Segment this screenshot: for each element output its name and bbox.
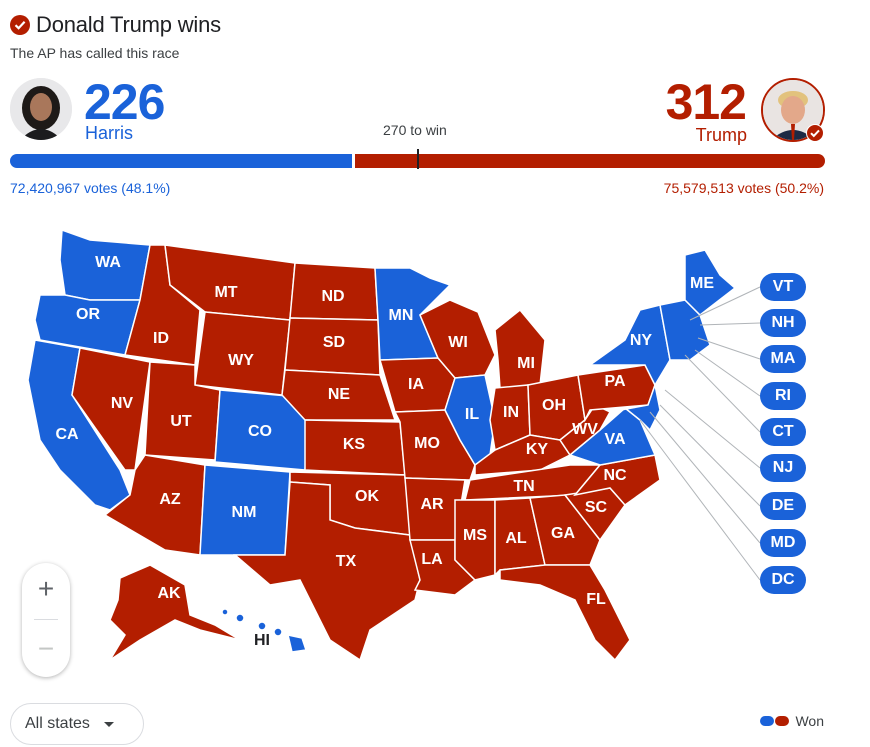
legend-label: Won bbox=[795, 713, 824, 729]
trump-avatar bbox=[761, 78, 825, 142]
state-md-de-nj[interactable] bbox=[609, 382, 661, 432]
pill-nj[interactable]: NJ bbox=[760, 454, 806, 482]
label-ca: CA bbox=[55, 426, 79, 443]
harris-electoral-votes: 226 bbox=[84, 74, 165, 130]
label-sd: SD bbox=[323, 334, 345, 351]
zoom-control: + − bbox=[22, 563, 70, 677]
label-ar: AR bbox=[420, 496, 444, 513]
label-mn: MN bbox=[389, 307, 414, 324]
pill-vt[interactable]: VT bbox=[760, 273, 806, 301]
threshold-label: 270 to win bbox=[383, 122, 447, 138]
label-nv: NV bbox=[111, 395, 134, 412]
label-il: IL bbox=[465, 406, 479, 423]
subtitle: The AP has called this race bbox=[10, 45, 180, 61]
label-id: ID bbox=[153, 330, 169, 347]
pill-ri[interactable]: RI bbox=[760, 382, 806, 410]
result-title: Donald Trump wins bbox=[10, 12, 221, 38]
harris-name: Harris bbox=[85, 123, 133, 143]
label-wi: WI bbox=[448, 334, 468, 351]
label-mt: MT bbox=[214, 284, 237, 301]
legend: Won bbox=[760, 713, 824, 729]
label-tx: TX bbox=[336, 553, 357, 570]
label-ok: OK bbox=[355, 488, 379, 505]
label-ut: UT bbox=[170, 413, 192, 430]
label-pa: PA bbox=[604, 373, 625, 390]
trump-bar bbox=[355, 154, 825, 168]
state-fl[interactable] bbox=[499, 564, 631, 662]
label-mo: MO bbox=[414, 435, 440, 452]
states-filter-dropdown[interactable]: All states bbox=[10, 703, 144, 745]
label-tn: TN bbox=[513, 478, 534, 495]
state-ne[interactable] bbox=[281, 369, 397, 421]
label-co: CO bbox=[248, 423, 272, 440]
zoom-out-button[interactable]: − bbox=[37, 633, 55, 664]
state-tx[interactable] bbox=[232, 481, 421, 662]
label-hi: HI bbox=[254, 632, 270, 649]
state-ak[interactable] bbox=[109, 564, 241, 661]
label-ny: NY bbox=[630, 332, 653, 349]
label-wy: WY bbox=[228, 352, 254, 369]
trump-popular-votes: 75,579,513 votes (50.2%) bbox=[663, 180, 824, 196]
zoom-in-button[interactable]: + bbox=[37, 573, 55, 604]
state-ms[interactable] bbox=[454, 499, 496, 581]
label-or: OR bbox=[76, 306, 100, 323]
label-ne: NE bbox=[328, 386, 351, 403]
label-ia: IA bbox=[408, 376, 424, 393]
threshold-marker bbox=[417, 149, 419, 169]
state-ga[interactable] bbox=[529, 494, 601, 566]
label-ks: KS bbox=[343, 436, 366, 453]
label-me: ME bbox=[690, 275, 714, 292]
harris-avatar bbox=[10, 78, 72, 140]
person-portrait-icon bbox=[10, 78, 72, 140]
label-ms: MS bbox=[463, 527, 487, 544]
legend-blue-swatch bbox=[760, 716, 775, 726]
chevron-down-icon bbox=[103, 721, 114, 727]
label-sc: SC bbox=[585, 499, 608, 516]
label-wv: WV bbox=[572, 421, 598, 438]
pill-ma[interactable]: MA bbox=[760, 345, 806, 373]
pill-md[interactable]: MD bbox=[760, 529, 806, 557]
label-nc: NC bbox=[603, 467, 627, 484]
harris-popular-votes: 72,420,967 votes (48.1%) bbox=[10, 180, 171, 196]
label-ga: GA bbox=[551, 525, 575, 542]
trump-electoral-votes: 312 bbox=[665, 74, 747, 130]
label-in: IN bbox=[503, 404, 519, 421]
pill-de[interactable]: DE bbox=[760, 492, 806, 520]
label-nd: ND bbox=[321, 288, 344, 305]
legend-red-swatch bbox=[775, 716, 790, 726]
label-ak: AK bbox=[157, 585, 181, 602]
states-filter-label: All states bbox=[25, 715, 90, 732]
state-wi[interactable] bbox=[419, 299, 496, 379]
label-wa: WA bbox=[95, 254, 121, 271]
state-me[interactable] bbox=[684, 249, 737, 316]
label-ky: KY bbox=[526, 441, 549, 458]
pill-ct[interactable]: CT bbox=[760, 418, 806, 446]
headline: Donald Trump wins bbox=[36, 12, 221, 37]
label-va: VA bbox=[604, 431, 625, 448]
label-nm: NM bbox=[232, 504, 257, 521]
zoom-divider bbox=[34, 619, 58, 620]
state-mi[interactable] bbox=[494, 308, 546, 389]
winner-check-icon bbox=[806, 124, 824, 142]
pill-nh[interactable]: NH bbox=[760, 309, 806, 337]
label-al: AL bbox=[505, 530, 527, 547]
pill-dc[interactable]: DC bbox=[760, 566, 806, 594]
label-mi: MI bbox=[517, 355, 535, 372]
check-circle-icon bbox=[10, 15, 30, 35]
label-fl: FL bbox=[586, 591, 606, 608]
state-hi[interactable] bbox=[221, 608, 307, 653]
label-az: AZ bbox=[159, 491, 181, 508]
harris-bar bbox=[10, 154, 352, 168]
trump-name: Trump bbox=[695, 125, 747, 145]
label-la: LA bbox=[421, 551, 443, 568]
label-oh: OH bbox=[542, 397, 566, 414]
leader-lines bbox=[639, 286, 761, 581]
us-electoral-map[interactable]: WA OR CA ID NV MT WY UT AZ CO NM ND SD N… bbox=[0, 210, 870, 690]
state-nv[interactable] bbox=[71, 347, 151, 471]
